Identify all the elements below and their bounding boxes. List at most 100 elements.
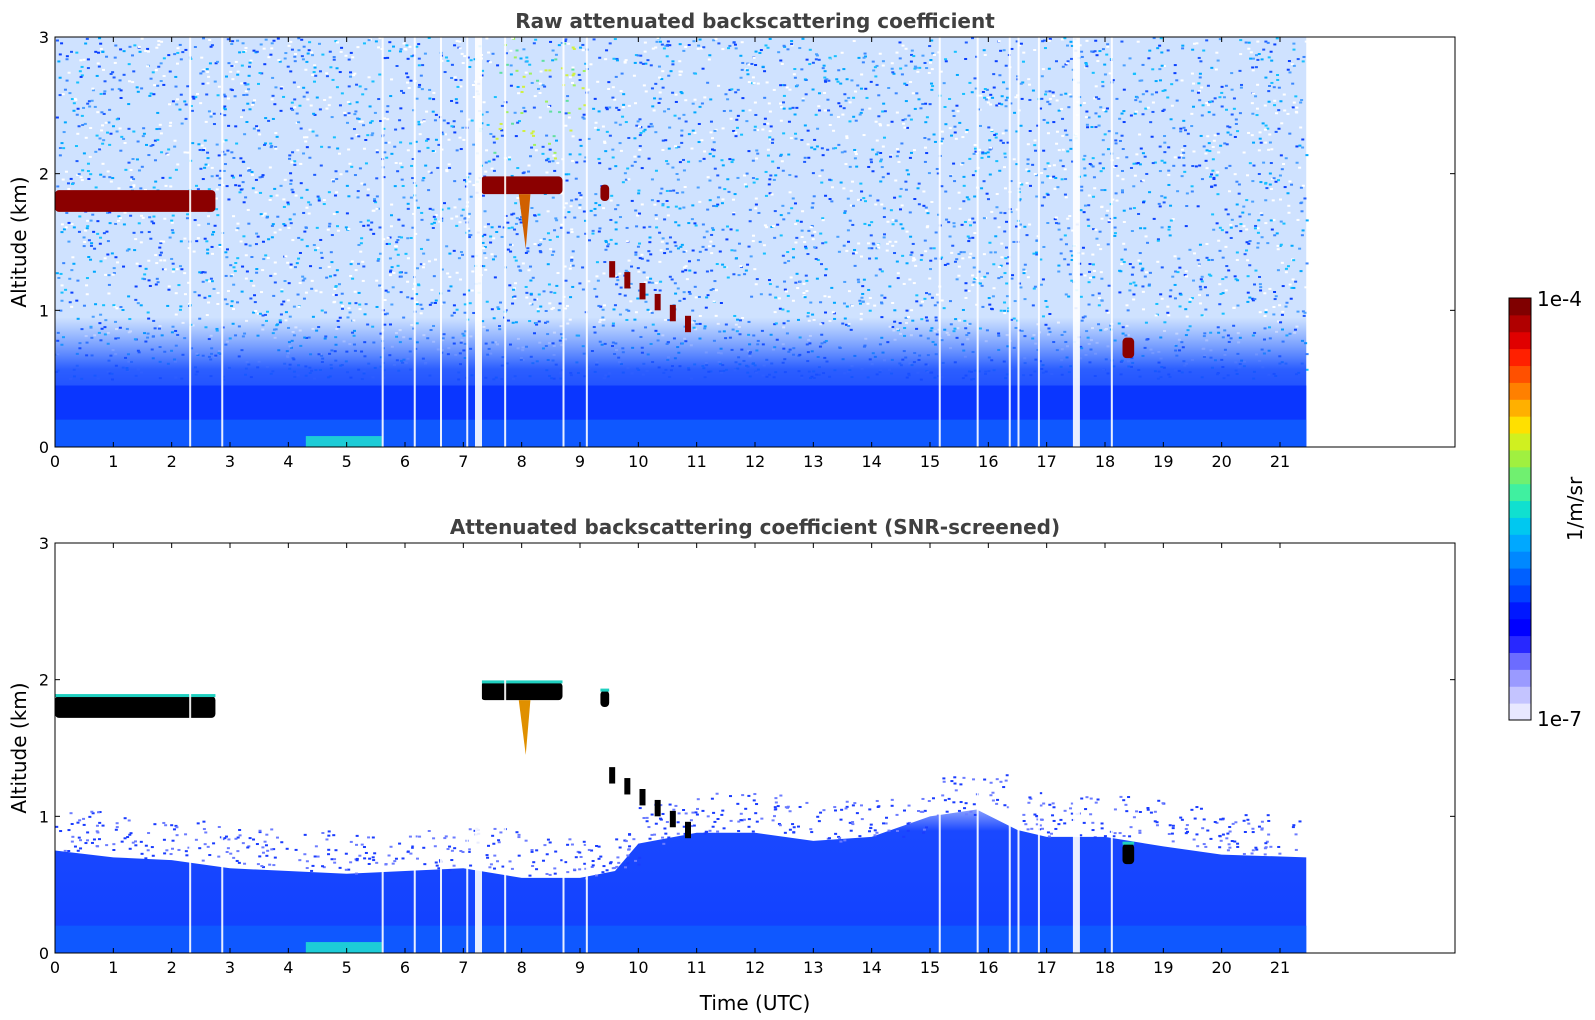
noise-pixel <box>1290 183 1294 186</box>
noise-pixel <box>666 214 670 217</box>
noise-pixel <box>768 178 772 181</box>
noise-pixel <box>875 83 879 86</box>
noise-pixel <box>560 223 564 226</box>
noise-pixel <box>230 174 234 177</box>
noise-pixel <box>877 94 881 97</box>
noise-pixel <box>142 127 146 130</box>
noise-pixel <box>1033 173 1037 176</box>
noise-pixel <box>768 293 772 296</box>
noise-pixel <box>693 98 697 101</box>
noise-pixel <box>653 97 657 100</box>
noise-pixel <box>1239 53 1243 56</box>
noise-pixel <box>286 203 290 206</box>
noise-pixel <box>807 156 811 159</box>
noise-pixel <box>82 245 86 248</box>
noise-pixel <box>1054 60 1058 63</box>
noise-pixel <box>673 282 677 285</box>
noise-pixel <box>728 44 732 47</box>
noise-pixel <box>869 161 873 164</box>
noise-pixel <box>1286 68 1290 71</box>
noise-pixel <box>571 68 575 71</box>
noise-pixel <box>854 119 858 122</box>
noise-pixel <box>857 242 861 245</box>
noise-pixel <box>1212 228 1216 231</box>
noise-pixel <box>654 46 658 49</box>
noise-pixel <box>698 250 702 253</box>
noise-pixel <box>867 224 871 227</box>
noise-pixel <box>900 142 904 145</box>
noise-pixel <box>822 64 826 67</box>
noise-pixel <box>973 77 977 80</box>
noise-pixel <box>579 194 583 197</box>
noise-pixel <box>1173 255 1177 258</box>
noise-pixel <box>530 207 534 210</box>
noise-pixel <box>882 102 886 105</box>
noise-pixel <box>788 107 792 110</box>
noise-pixel <box>968 218 972 221</box>
noise-pixel <box>421 64 425 67</box>
noise-pixel <box>793 76 797 79</box>
noise-pixel <box>851 180 855 183</box>
noise-pixel <box>768 130 772 133</box>
noise-pixel <box>82 236 86 239</box>
noise-pixel <box>968 81 972 84</box>
noise-pixel <box>505 63 509 66</box>
noise-pixel <box>492 158 496 161</box>
noise-pixel <box>981 151 985 154</box>
noise-pixel <box>359 250 363 253</box>
noise-pixel <box>317 42 321 45</box>
noise-pixel <box>744 269 748 272</box>
noise-pixel <box>882 236 886 239</box>
noise-pixel <box>1015 130 1019 133</box>
noise-pixel <box>847 96 851 99</box>
noise-pixel <box>394 245 398 248</box>
noise-pixel <box>1245 228 1249 231</box>
noise-pixel <box>1138 79 1142 82</box>
noise-pixel <box>470 289 474 292</box>
noise-pixel <box>89 219 93 222</box>
noise-pixel <box>289 222 293 225</box>
noise-pixel <box>1242 205 1246 208</box>
noise-pixel <box>771 160 775 163</box>
noise-pixel <box>964 57 968 60</box>
noise-pixel <box>1083 274 1087 277</box>
noise-pixel <box>596 128 600 131</box>
noise-pixel <box>830 186 834 189</box>
noise-pixel <box>419 312 423 315</box>
noise-pixel <box>560 192 564 195</box>
noise-pixel <box>684 45 688 48</box>
noise-pixel <box>1146 241 1150 244</box>
noise-pixel <box>1158 68 1162 71</box>
noise-pixel <box>339 301 343 304</box>
noise-pixel <box>1130 230 1134 233</box>
noise-pixel <box>246 167 250 170</box>
noise-pixel <box>584 62 588 65</box>
noise-pixel <box>505 111 509 114</box>
noise-pixel <box>520 216 524 219</box>
noise-pixel <box>89 127 93 130</box>
noise-pixel <box>778 307 782 310</box>
noise-pixel <box>319 251 323 254</box>
noise-pixel <box>649 122 653 125</box>
noise-pixel <box>677 146 681 149</box>
noise-pixel <box>1100 217 1104 220</box>
noise-pixel <box>684 99 688 102</box>
noise-pixel <box>263 143 267 146</box>
noise-pixel <box>251 103 255 106</box>
noise-pixel <box>409 79 413 82</box>
noise-pixel <box>234 125 238 128</box>
noise-pixel <box>370 134 374 137</box>
noise-pixel <box>102 232 106 235</box>
noise-pixel <box>701 223 705 226</box>
noise-pixel <box>1066 217 1070 220</box>
noise-pixel <box>1113 232 1117 235</box>
noise-pixel <box>654 214 658 217</box>
noise-pixel <box>98 37 102 40</box>
noise-pixel <box>622 103 626 106</box>
noise-pixel <box>214 62 218 65</box>
noise-pixel <box>1020 97 1024 100</box>
noise-pixel <box>948 207 952 210</box>
noise-pixel <box>870 247 874 250</box>
noise-pixel <box>621 115 625 118</box>
noise-pixel <box>1292 101 1296 104</box>
